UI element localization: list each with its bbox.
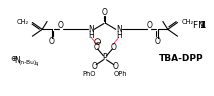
Text: N: N: [15, 56, 21, 65]
Text: (n-Bu): (n-Bu): [19, 60, 37, 65]
Text: O: O: [146, 21, 152, 30]
Text: P: P: [103, 53, 107, 62]
Text: H: H: [116, 31, 122, 40]
Text: PhO: PhO: [83, 70, 96, 77]
Text: N: N: [116, 25, 122, 34]
Text: O: O: [113, 62, 119, 71]
Text: 4: 4: [34, 62, 38, 67]
Text: TBA-DPP: TBA-DPP: [159, 54, 204, 63]
Text: O: O: [155, 37, 161, 46]
Text: O: O: [93, 43, 99, 52]
Text: O: O: [49, 37, 55, 46]
Text: −: −: [95, 39, 100, 44]
Text: CH₂: CH₂: [16, 19, 28, 24]
Text: CH₂: CH₂: [181, 19, 194, 24]
Text: FM: FM: [193, 21, 209, 30]
Text: 1: 1: [199, 21, 205, 30]
Text: OPh: OPh: [114, 70, 127, 77]
Text: ⊕: ⊕: [11, 54, 17, 63]
Text: O: O: [102, 8, 108, 17]
Text: N: N: [88, 25, 94, 34]
Text: O: O: [58, 21, 64, 30]
Text: H: H: [88, 31, 94, 40]
Text: O: O: [91, 62, 97, 71]
Text: O: O: [111, 43, 117, 52]
